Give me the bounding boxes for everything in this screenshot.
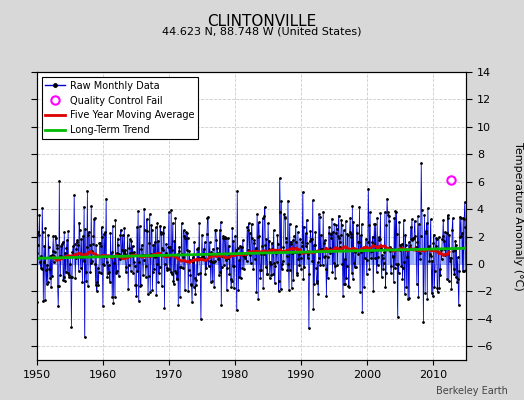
Text: CLINTONVILLE: CLINTONVILLE (208, 14, 316, 29)
Legend: Raw Monthly Data, Quality Control Fail, Five Year Moving Average, Long-Term Tren: Raw Monthly Data, Quality Control Fail, … (41, 77, 198, 139)
Y-axis label: Temperature Anomaly (°C): Temperature Anomaly (°C) (512, 142, 523, 290)
Text: 44.623 N, 88.748 W (United States): 44.623 N, 88.748 W (United States) (162, 26, 362, 36)
Text: Berkeley Earth: Berkeley Earth (436, 386, 508, 396)
